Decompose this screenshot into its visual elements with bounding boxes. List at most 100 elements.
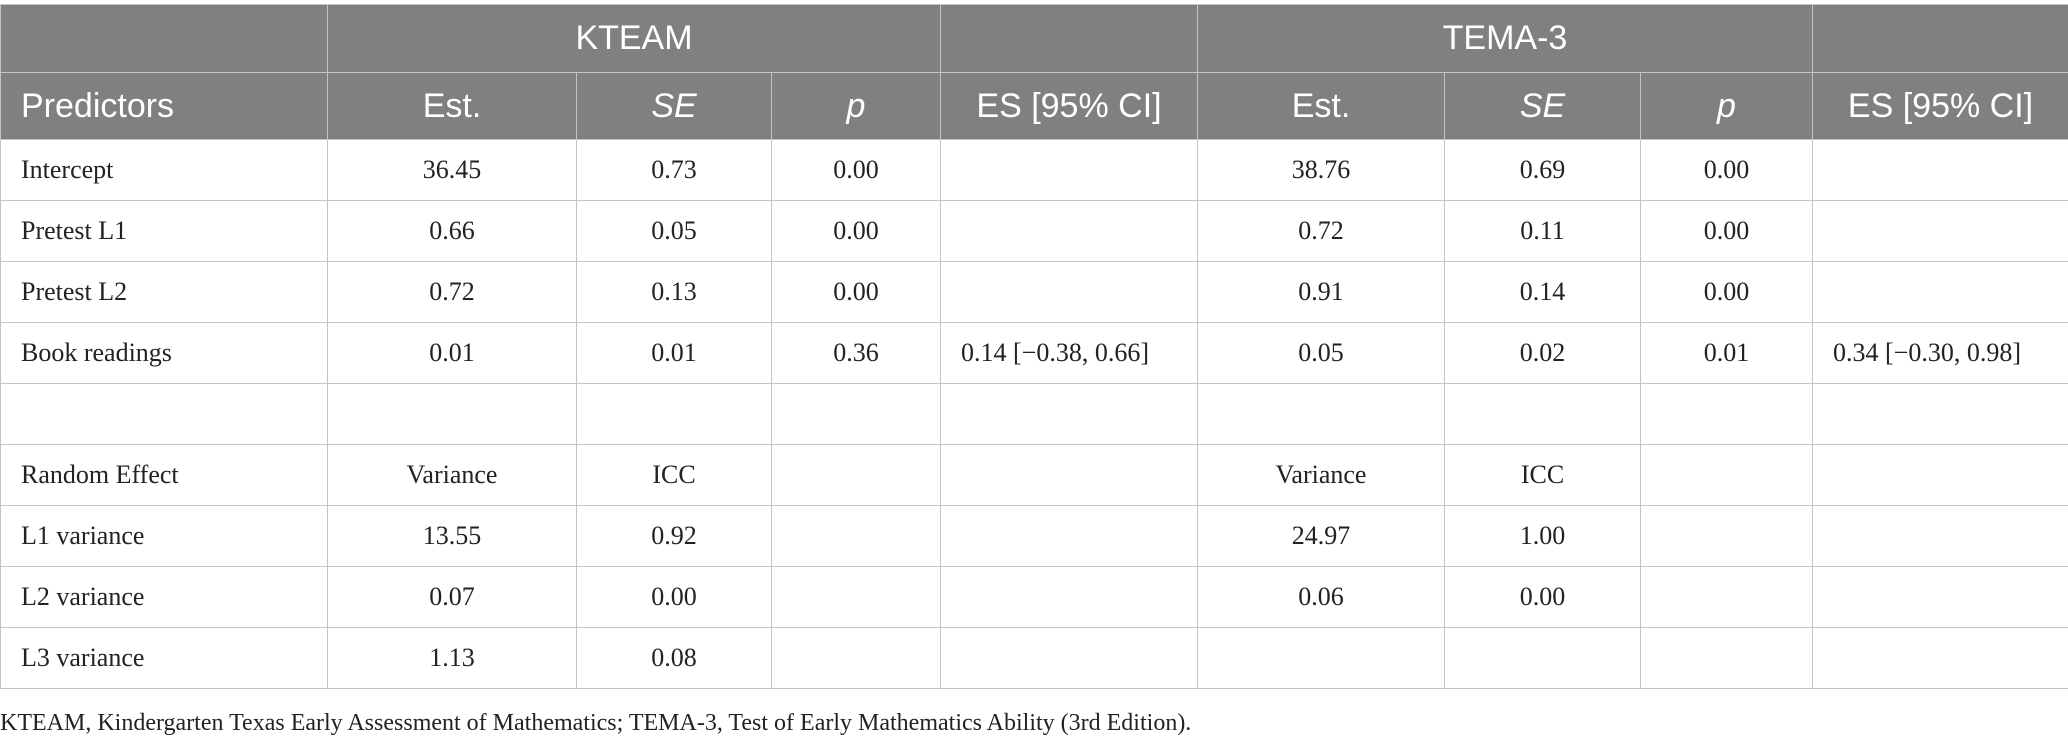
table-cell: 36.45 bbox=[327, 139, 577, 201]
row-label: Book readings bbox=[0, 322, 328, 384]
table-cell: 0.69 bbox=[1444, 139, 1641, 201]
table-cell bbox=[1812, 566, 2068, 628]
table-cell: 13.55 bbox=[327, 505, 577, 567]
table-cell: 0.00 bbox=[1639, 261, 1814, 323]
table-cell: ICC bbox=[576, 444, 772, 506]
table-cell: Variance bbox=[1197, 444, 1445, 506]
table-cell: 0.34 [−0.30, 0.98] bbox=[1812, 322, 2068, 384]
table-cell: 0.72 bbox=[1197, 200, 1445, 262]
group-header-blank bbox=[0, 4, 328, 73]
table-cell: 0.00 bbox=[771, 200, 941, 262]
table-cell: 0.02 bbox=[1444, 322, 1641, 384]
table-cell: 0.00 bbox=[771, 261, 941, 323]
table-cell: 1.00 bbox=[1444, 505, 1641, 567]
table-row-empty bbox=[0, 383, 2068, 445]
column-header-p: p bbox=[1639, 72, 1814, 140]
table-cell bbox=[940, 383, 1198, 445]
table-row: Pretest L1 0.66 0.05 0.00 0.72 0.11 0.00 bbox=[0, 200, 2068, 262]
table-row: Random Effect Variance ICC Variance ICC bbox=[0, 444, 2068, 506]
table-cell bbox=[940, 566, 1198, 628]
column-header-es-ci: ES [95% CI] bbox=[940, 72, 1198, 140]
table-cell: 0.36 bbox=[771, 322, 941, 384]
group-header-tema3: TEMA-3 bbox=[1196, 4, 1814, 73]
table-cell bbox=[940, 200, 1198, 262]
table-row: L1 variance 13.55 0.92 24.97 1.00 bbox=[0, 505, 2068, 567]
table-cell bbox=[1639, 383, 1814, 445]
table-cell: 0.14 bbox=[1444, 261, 1641, 323]
table-cell bbox=[1444, 383, 1641, 445]
table-cell: 0.14 [−0.38, 0.66] bbox=[940, 322, 1198, 384]
table-cell bbox=[771, 627, 941, 689]
table-cell bbox=[771, 505, 941, 567]
table-cell bbox=[771, 566, 941, 628]
row-label: Intercept bbox=[0, 139, 328, 201]
table-cell bbox=[1812, 444, 2068, 506]
row-label: Pretest L2 bbox=[0, 261, 328, 323]
table-cell bbox=[1812, 261, 2068, 323]
column-header-se: SE bbox=[576, 72, 772, 140]
group-header-blank bbox=[940, 4, 1198, 73]
group-header-blank bbox=[1812, 4, 2068, 73]
table-cell bbox=[1197, 627, 1445, 689]
group-header-kteam: KTEAM bbox=[327, 4, 941, 73]
results-table-container: KTEAM TEMA-3 Predictors Est. SE p ES [95… bbox=[0, 4, 2068, 689]
table-row: L2 variance 0.07 0.00 0.06 0.00 bbox=[0, 566, 2068, 628]
row-label: Random Effect bbox=[0, 444, 328, 506]
table-cell bbox=[1639, 505, 1814, 567]
column-header-se: SE bbox=[1444, 72, 1641, 140]
table-cell bbox=[1639, 627, 1814, 689]
row-label: L1 variance bbox=[0, 505, 328, 567]
table-row: Pretest L2 0.72 0.13 0.00 0.91 0.14 0.00 bbox=[0, 261, 2068, 323]
table-cell bbox=[1812, 505, 2068, 567]
table-cell: 0.05 bbox=[1197, 322, 1445, 384]
table-cell bbox=[327, 383, 577, 445]
table-cell bbox=[1639, 566, 1814, 628]
table-cell: 0.00 bbox=[1639, 200, 1814, 262]
table-cell: Variance bbox=[327, 444, 577, 506]
row-label bbox=[0, 383, 328, 445]
table-cell bbox=[1812, 200, 2068, 262]
table-cell bbox=[771, 444, 941, 506]
table-footnote: KTEAM, Kindergarten Texas Early Assessme… bbox=[0, 710, 1192, 736]
table-cell bbox=[940, 444, 1198, 506]
table-cell: 0.92 bbox=[576, 505, 772, 567]
table-cell: 0.01 bbox=[576, 322, 772, 384]
row-label: Pretest L1 bbox=[0, 200, 328, 262]
table-cell: 0.06 bbox=[1197, 566, 1445, 628]
table-cell bbox=[576, 383, 772, 445]
column-header-est: Est. bbox=[327, 72, 577, 140]
table-cell bbox=[940, 139, 1198, 201]
table-cell bbox=[940, 627, 1198, 689]
row-label: L2 variance bbox=[0, 566, 328, 628]
table-cell: 24.97 bbox=[1197, 505, 1445, 567]
table-cell bbox=[1444, 627, 1641, 689]
table-row: Book readings 0.01 0.01 0.36 0.14 [−0.38… bbox=[0, 322, 2068, 384]
table-cell: ICC bbox=[1444, 444, 1641, 506]
table-cell: 0.91 bbox=[1197, 261, 1445, 323]
column-header-es-ci: ES [95% CI] bbox=[1812, 72, 2068, 140]
table-cell: 0.00 bbox=[771, 139, 941, 201]
table-cell bbox=[1812, 627, 2068, 689]
table-cell bbox=[940, 261, 1198, 323]
table-cell bbox=[1812, 139, 2068, 201]
table-cell: 0.72 bbox=[327, 261, 577, 323]
table-cell: 0.05 bbox=[576, 200, 772, 262]
table-cell: 0.11 bbox=[1444, 200, 1641, 262]
group-header-row: KTEAM TEMA-3 bbox=[0, 4, 2068, 73]
column-header-est: Est. bbox=[1197, 72, 1445, 140]
results-table: KTEAM TEMA-3 Predictors Est. SE p ES [95… bbox=[0, 4, 2068, 689]
table-cell bbox=[771, 383, 941, 445]
table-cell: 38.76 bbox=[1197, 139, 1445, 201]
table-cell: 0.01 bbox=[327, 322, 577, 384]
table-cell: 0.66 bbox=[327, 200, 577, 262]
table-cell: 0.00 bbox=[576, 566, 772, 628]
table-row: Intercept 36.45 0.73 0.00 38.76 0.69 0.0… bbox=[0, 139, 2068, 201]
table-cell: 0.73 bbox=[576, 139, 772, 201]
table-cell: 0.01 bbox=[1639, 322, 1814, 384]
table-cell: 0.13 bbox=[576, 261, 772, 323]
column-header-predictors: Predictors bbox=[0, 72, 328, 140]
column-header-row: Predictors Est. SE p ES [95% CI] Est. SE… bbox=[0, 72, 2068, 140]
table-cell bbox=[940, 505, 1198, 567]
table-cell: 0.00 bbox=[1639, 139, 1814, 201]
table-cell: 0.07 bbox=[327, 566, 577, 628]
